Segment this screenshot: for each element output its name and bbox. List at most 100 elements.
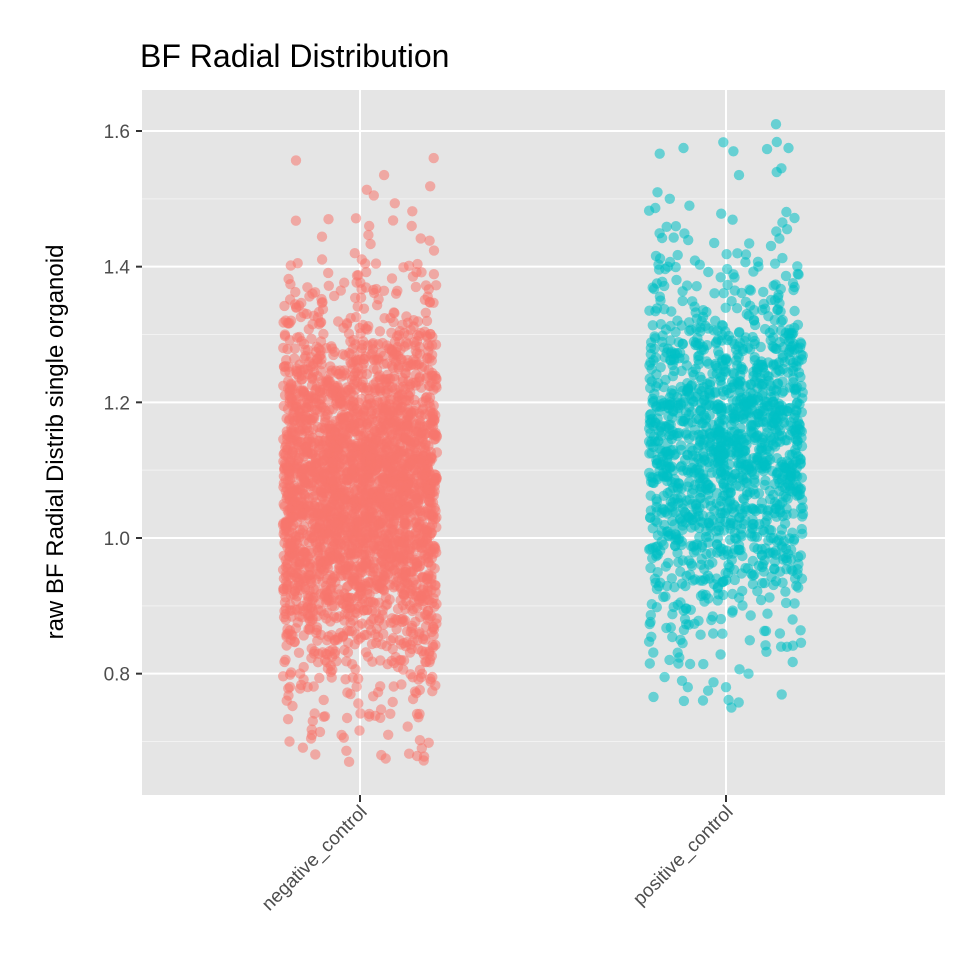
data-point (322, 409, 333, 420)
data-point (284, 456, 295, 467)
data-point (414, 735, 426, 746)
x-axis: negative_control positive_control (258, 795, 738, 915)
data-point (297, 742, 309, 753)
data-point (720, 326, 731, 337)
data-point (654, 148, 665, 159)
data-point (792, 268, 803, 280)
data-point (430, 639, 441, 651)
gridlines (142, 90, 945, 795)
data-point (758, 465, 769, 477)
data-point (368, 691, 379, 702)
data-point (766, 525, 777, 536)
data-point (369, 556, 380, 568)
data-point (777, 252, 788, 264)
data-point (769, 295, 781, 306)
data-point (398, 381, 409, 392)
data-point (386, 476, 397, 487)
data-point (703, 559, 715, 570)
data-point (306, 526, 317, 537)
data-point (283, 361, 294, 372)
data-point (314, 556, 325, 567)
data-point (315, 366, 327, 377)
data-point (715, 272, 726, 283)
data-point (403, 748, 415, 759)
data-point (384, 394, 395, 406)
data-point (663, 410, 674, 422)
data-point (657, 503, 668, 514)
data-point (733, 697, 744, 708)
data-point (757, 416, 769, 427)
data-point (298, 353, 310, 364)
data-point (653, 264, 665, 275)
data-point (389, 198, 400, 209)
data-point (290, 286, 301, 298)
data-point (428, 297, 439, 308)
data-point (316, 231, 328, 242)
data-point (421, 609, 432, 620)
data-point (667, 501, 678, 512)
data-point (358, 406, 370, 417)
data-point (284, 317, 295, 329)
data-point (388, 371, 400, 382)
data-point (355, 292, 367, 303)
data-point (361, 558, 372, 570)
outlier-point (783, 142, 794, 154)
data-point (692, 506, 703, 517)
data-point (418, 595, 429, 607)
data-point (761, 143, 773, 155)
data-point (726, 413, 737, 424)
data-point (725, 523, 736, 534)
data-point (388, 681, 399, 692)
data-point (393, 550, 404, 562)
data-point (360, 282, 372, 293)
data-point (645, 609, 656, 621)
data-point (355, 529, 366, 541)
data-point (296, 484, 308, 495)
data-point (704, 392, 716, 403)
data-point (310, 538, 321, 549)
data-point (351, 681, 362, 692)
data-point (358, 353, 370, 365)
data-point (280, 654, 291, 665)
data-point (315, 629, 327, 640)
data-point (363, 229, 374, 241)
data-point (716, 451, 727, 462)
data-point (763, 535, 774, 546)
data-point (424, 235, 435, 246)
data-point (794, 419, 805, 431)
data-point (661, 470, 673, 481)
data-point (727, 214, 738, 225)
data-point (645, 543, 656, 554)
data-point (768, 433, 779, 444)
data-point (686, 560, 698, 571)
data-point (375, 704, 387, 715)
data-point (793, 481, 804, 493)
data-point (796, 338, 807, 350)
data-point (428, 400, 439, 411)
data-point (408, 603, 419, 615)
data-point (646, 363, 657, 375)
data-point (764, 592, 775, 603)
data-point (284, 541, 296, 552)
outlier-point (375, 712, 386, 723)
data-point (341, 319, 353, 330)
data-point (300, 402, 312, 413)
data-point (355, 346, 366, 357)
data-point (688, 541, 699, 552)
data-point (385, 553, 396, 564)
data-point (646, 631, 657, 642)
data-point (405, 406, 416, 417)
data-point (353, 601, 365, 613)
data-point (654, 228, 665, 239)
data-point (772, 468, 783, 479)
data-point (397, 319, 408, 330)
data-point (353, 516, 364, 528)
data-point (350, 213, 362, 224)
data-point (313, 306, 325, 318)
data-point (675, 492, 687, 503)
data-point (664, 654, 675, 666)
data-point (287, 566, 298, 577)
data-point (306, 333, 317, 344)
data-point (359, 443, 370, 454)
data-point (313, 604, 324, 615)
